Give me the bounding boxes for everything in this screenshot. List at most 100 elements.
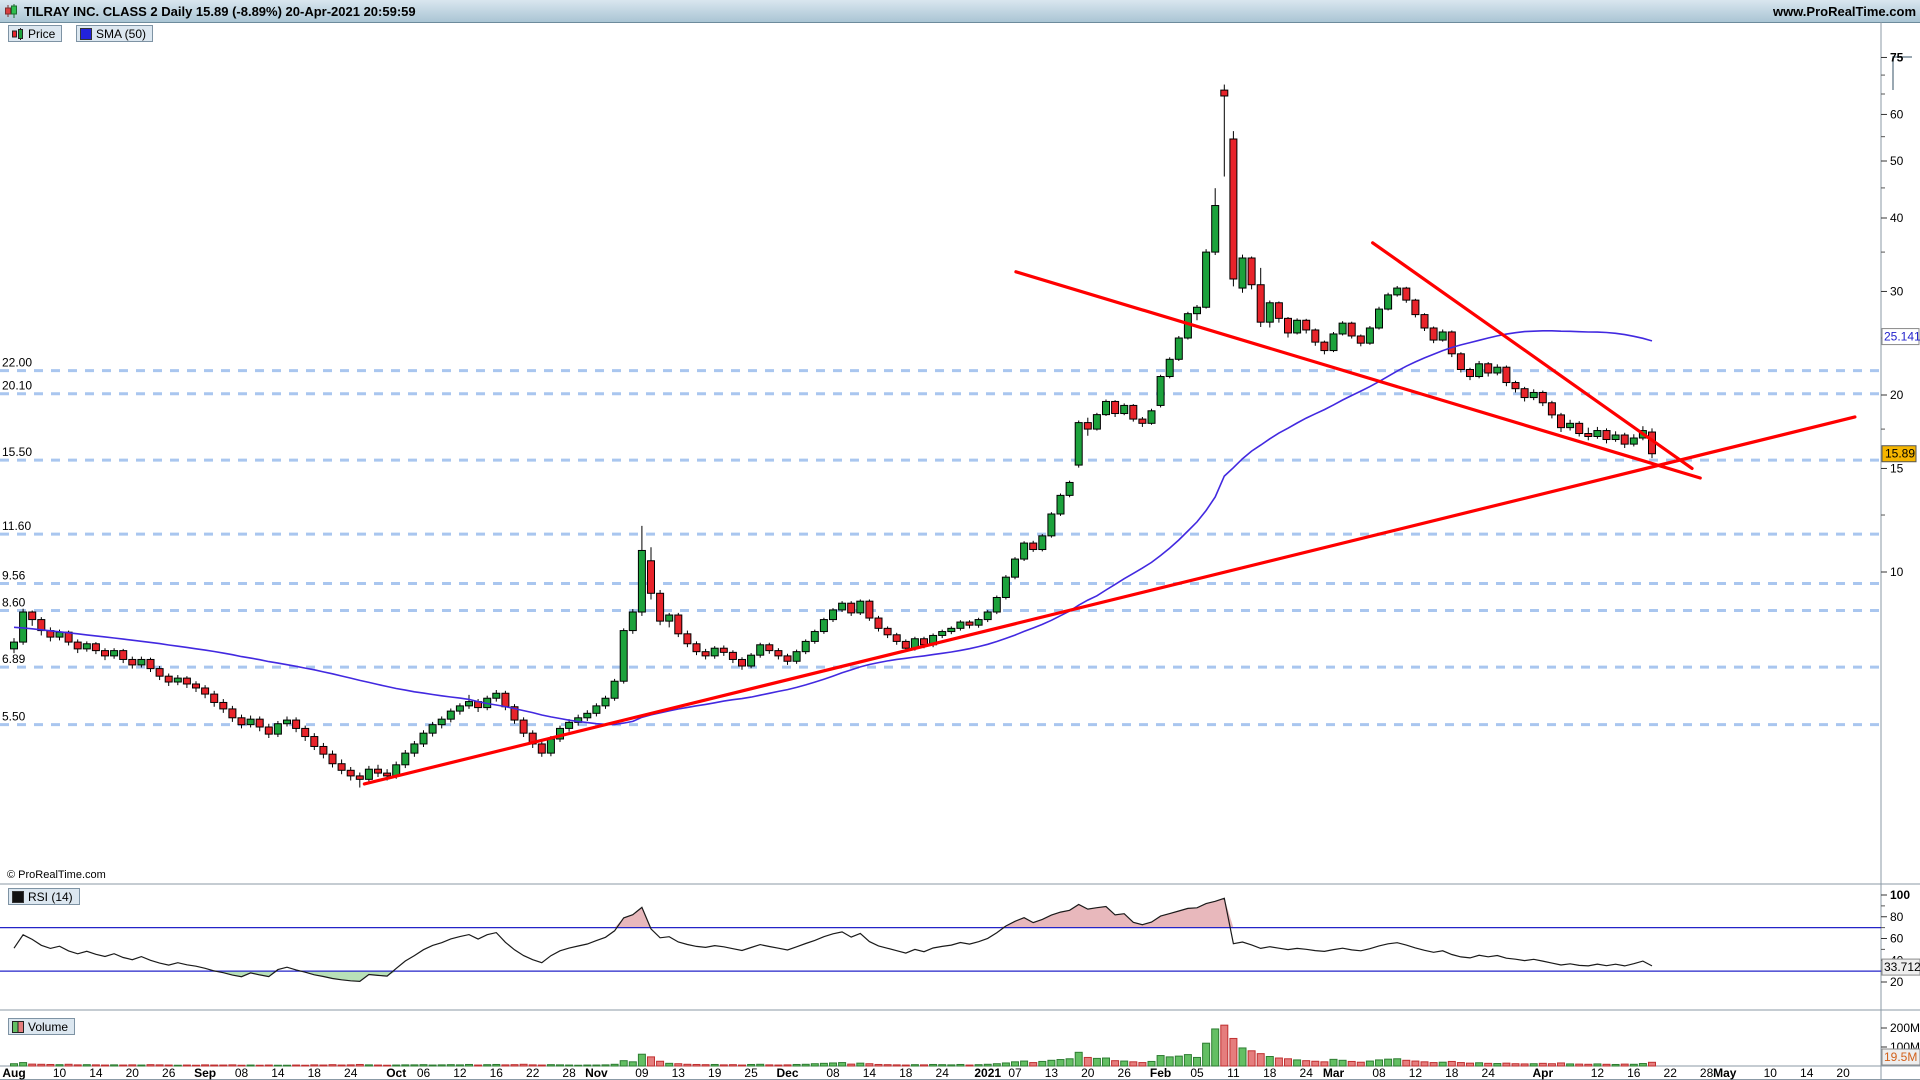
date-axis-label: 22 <box>526 1066 540 1080</box>
date-axis-label: 14 <box>89 1066 103 1080</box>
volume-bar <box>146 1064 155 1067</box>
candlestick <box>1320 341 1329 352</box>
volume-bar <box>119 1064 128 1067</box>
date-axis-label: 28 <box>562 1066 576 1080</box>
price-level-label: 20.10 <box>2 379 32 393</box>
candlestick <box>346 769 355 777</box>
candlestick <box>419 732 428 745</box>
rsi-legend-chip[interactable]: RSI (14) <box>8 888 80 905</box>
volume-bar <box>364 1064 373 1067</box>
price-level-label: 8.60 <box>2 596 26 610</box>
price-legend-chip[interactable]: Price <box>8 25 63 42</box>
volume-bar <box>1038 1060 1047 1067</box>
candlestick <box>492 692 501 699</box>
candlestick <box>1129 404 1138 420</box>
date-axis-label: 22 <box>1664 1066 1678 1080</box>
volume-bar <box>1511 1063 1520 1067</box>
candlestick <box>155 668 164 677</box>
date-axis-label: 12 <box>1591 1066 1605 1080</box>
price-legend-icon <box>12 27 24 40</box>
volume-bar <box>1238 1047 1247 1067</box>
provider-url[interactable]: www.ProRealTime.com <box>1772 3 1916 19</box>
candles-group <box>10 84 1656 788</box>
sma-legend-chip[interactable]: SMA (50) <box>76 25 154 42</box>
volume-bar <box>64 1063 73 1067</box>
volume-bar <box>1557 1062 1565 1067</box>
trendline[interactable] <box>1014 270 1702 480</box>
candlestick <box>1074 422 1083 466</box>
volume-bar <box>783 1064 792 1067</box>
volume-bar <box>829 1062 837 1067</box>
candlestick <box>55 631 64 638</box>
candlestick <box>1466 368 1474 378</box>
volume-bar <box>765 1064 774 1067</box>
volume-bar <box>1411 1060 1420 1067</box>
candlestick <box>401 752 410 766</box>
candlestick <box>1229 138 1238 280</box>
volume-bar <box>1338 1059 1347 1067</box>
candlestick <box>1529 391 1538 399</box>
candlestick <box>992 596 1001 613</box>
date-axis-label: 09 <box>635 1066 649 1080</box>
volume-bar <box>1575 1063 1584 1067</box>
trendline[interactable] <box>362 415 1857 786</box>
candlestick <box>801 640 810 653</box>
price-axis-label: 50 <box>1890 154 1904 168</box>
candlestick <box>355 775 364 780</box>
candlestick <box>1011 558 1019 578</box>
volume-bar <box>929 1063 938 1067</box>
candlestick <box>1083 422 1092 430</box>
price-level-label: 11.60 <box>2 519 31 533</box>
copyright-text: © ProRealTime.com <box>5 869 108 881</box>
volume-bar <box>674 1063 683 1067</box>
candlestick <box>965 621 974 626</box>
candlestick <box>856 600 865 614</box>
volume-bar <box>19 1062 28 1067</box>
volume-bar <box>1611 1063 1620 1067</box>
price-level-label: 22.00 <box>2 356 32 370</box>
candlestick <box>1001 576 1010 598</box>
volume-bar <box>346 1064 355 1067</box>
volume-bar <box>1293 1059 1302 1067</box>
date-axis-label: 25 <box>744 1066 758 1080</box>
volume-bar <box>1247 1050 1256 1067</box>
volume-bar <box>273 1064 282 1067</box>
volume-bar <box>510 1064 519 1067</box>
candlestick <box>319 745 328 755</box>
candlestick <box>701 651 710 657</box>
candlestick <box>428 724 437 734</box>
candlestick <box>583 712 592 719</box>
volume-bar <box>1365 1060 1374 1067</box>
candlestick <box>273 723 282 735</box>
candlestick <box>619 630 628 682</box>
candlestick <box>1338 322 1347 335</box>
volume-bar <box>965 1064 974 1067</box>
volume-bar <box>419 1064 428 1067</box>
candlestick <box>1020 542 1029 560</box>
candlestick <box>765 644 774 652</box>
volume-bar <box>1129 1061 1138 1067</box>
candlestick <box>810 631 819 642</box>
volume-bar <box>1274 1057 1283 1067</box>
date-axis-label: 08 <box>235 1066 249 1080</box>
date-axis-label: 07 <box>1008 1066 1022 1080</box>
candlestick <box>1256 284 1265 323</box>
volume-bar <box>1420 1061 1429 1067</box>
last-price-label: 15.89 <box>1885 447 1915 461</box>
volume-bar <box>1475 1062 1484 1067</box>
candlestick <box>1566 422 1575 429</box>
volume-bar <box>738 1064 746 1067</box>
candlestick <box>1138 418 1147 424</box>
axis-scale-bracket[interactable] <box>1892 56 1912 90</box>
trendline[interactable] <box>1371 241 1694 471</box>
candlestick <box>1547 402 1556 416</box>
candlestick <box>1092 414 1101 430</box>
date-axis-label: 24 <box>1482 1066 1496 1080</box>
volume-bar <box>128 1064 137 1067</box>
volume-legend-chip[interactable]: Volume <box>8 1018 76 1035</box>
candlestick <box>537 743 546 754</box>
volume-bar <box>574 1064 583 1067</box>
candlestick <box>246 718 255 726</box>
volume-bar <box>310 1064 319 1067</box>
